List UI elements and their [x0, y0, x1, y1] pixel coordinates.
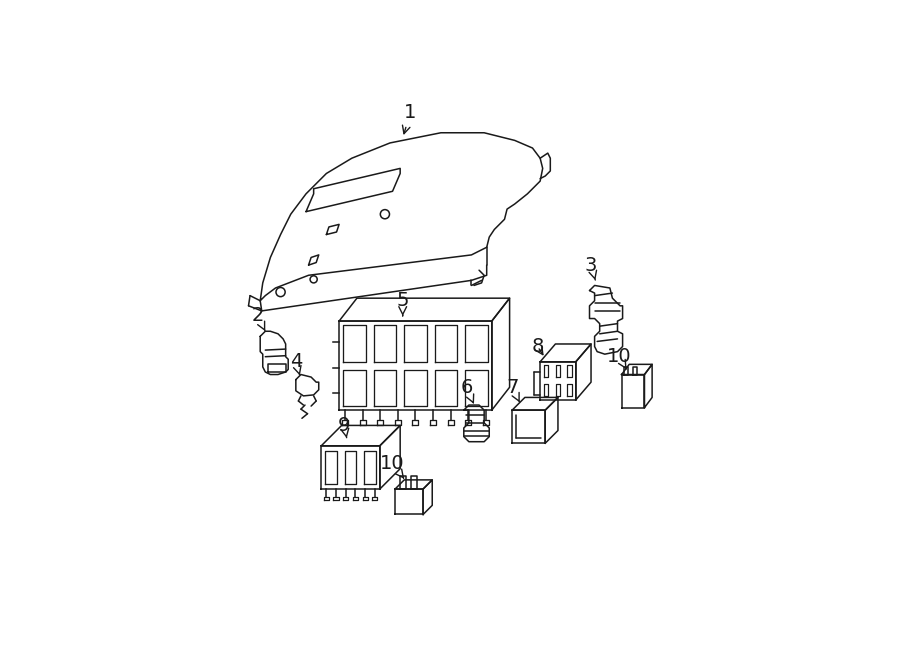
Text: 2: 2 — [251, 307, 266, 330]
Text: 3: 3 — [585, 256, 598, 280]
Text: 4: 4 — [290, 352, 302, 374]
Text: 10: 10 — [607, 347, 631, 369]
Text: 6: 6 — [460, 377, 473, 403]
Text: 1: 1 — [402, 103, 417, 134]
Text: 10: 10 — [380, 454, 405, 478]
Text: 9: 9 — [338, 416, 350, 438]
Text: 5: 5 — [397, 292, 409, 316]
Text: 7: 7 — [506, 377, 519, 402]
Text: 8: 8 — [531, 337, 544, 356]
